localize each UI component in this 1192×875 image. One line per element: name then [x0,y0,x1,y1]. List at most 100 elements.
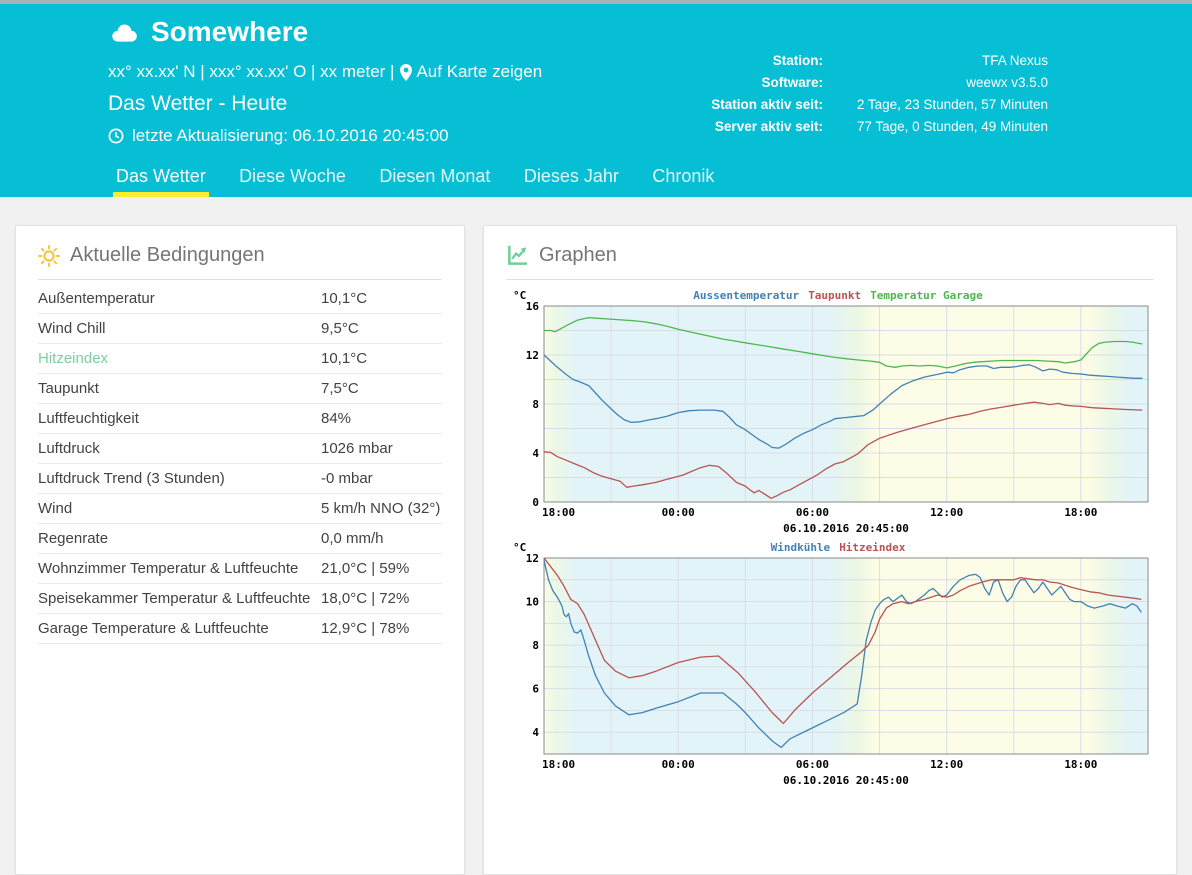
svg-text:6: 6 [532,683,539,696]
table-row: Wind 5 km/h NNO (32°) [38,494,442,524]
info-value: 77 Tage, 0 Stunden, 49 Minuten [856,119,1048,134]
svg-text:0: 0 [532,496,539,509]
row-value: 1026 mbar [321,440,393,457]
site-title-row: Somewhere [108,16,308,48]
row-label: Wind Chill [38,320,106,337]
svg-text:18:00: 18:00 [542,506,575,519]
svg-text:18:00: 18:00 [1064,758,1097,771]
svg-text:06.10.2016 20:45:00: 06.10.2016 20:45:00 [783,774,909,787]
svg-text:06:00: 06:00 [796,758,829,771]
row-label: Luftdruck Trend (3 Stunden) [38,470,225,487]
svg-text:10: 10 [526,596,539,609]
last-update-row: letzte Aktualisierung: 06.10.2016 20:45:… [108,126,449,146]
row-value: 5 km/h NNO (32°) [321,500,441,517]
current-conditions-header: Aktuelle Bedingungen [38,244,442,280]
clock-icon [108,128,124,144]
svg-text:06:00: 06:00 [796,506,829,519]
cloud-icon [108,20,140,44]
table-row: Luftdruck 1026 mbar [38,434,442,464]
svg-text:4: 4 [532,726,539,739]
top-strip [0,0,1192,4]
table-row: Garage Temperature & Luftfeuchte 12,9°C … [38,614,442,644]
tab-chronik[interactable]: Chronik [652,166,715,186]
site-title: Somewhere [151,16,309,47]
svg-text:12: 12 [526,552,539,565]
svg-text:00:00: 00:00 [662,758,695,771]
current-conditions-title: Aktuelle Bedingungen [70,244,265,266]
table-row: Außentemperatur 10,1°C [38,284,442,314]
svg-text:06.10.2016 20:45:00: 06.10.2016 20:45:00 [783,522,909,535]
info-value: TFA Nexus [981,53,1048,68]
row-value: 10,1°C [321,350,368,367]
site-header: Somewhere xx° xx.xx' N | xxx° xx.xx' O |… [0,4,1192,197]
line-chart-icon [506,244,529,267]
chart-windkuehle-hitzeindex: 4 6 8 10 12 18:00 00:00 06:00 12:00 18:00 06.10.20… [513,541,1149,787]
sun-icon [38,244,60,267]
row-label: Außentemperatur [38,290,155,307]
table-row: Taupunkt 7,5°C [38,374,442,404]
svg-text:8: 8 [532,639,539,652]
svg-text:00:00: 00:00 [662,506,695,519]
map-link[interactable]: Auf Karte zeigen [400,62,542,82]
svg-text:12:00: 12:00 [930,758,963,771]
info-label: Server aktiv seit: [714,119,823,134]
row-value: 9,5°C [321,320,359,337]
info-label: Software: [761,75,823,90]
row-value: 7,5°C [321,380,359,397]
svg-text:4: 4 [532,447,539,460]
svg-text:12:00: 12:00 [930,506,963,519]
info-label: Station: [772,53,823,68]
tab-das-wetter[interactable]: Das Wetter [113,166,209,197]
table-row: Hitzeindex 10,1°C [38,344,442,374]
map-link-label: Auf Karte zeigen [416,62,543,81]
graphs-card: Graphen 0 4 8 12 16 18:00 00:00 06:00 12:00 18:00… [483,225,1177,875]
graphs-title: Graphen [539,244,617,266]
chart-aussentemperatur-taupunkt-garage: 0 4 8 12 16 18:00 00:00 06:00 12:00 18:00 06.10.20… [513,289,1149,535]
info-value: weewx v3.5.0 [966,75,1048,90]
row-value: 0,0 mm/h [321,530,384,547]
info-value: 2 Tage, 23 Stunden, 57 Minuten [856,97,1048,112]
row-value: 10,1°C [321,290,368,307]
main-content: Aktuelle Bedingungen Außentemperatur 10,… [0,197,1192,875]
current-conditions-table: Außentemperatur 10,1°C Wind Chill 9,5°C … [38,284,442,644]
hitzeindex-link[interactable]: Hitzeindex [38,350,109,367]
station-info: Station: TFA Nexus Software: weewx v3.5.… [711,50,1048,138]
info-label: Station aktiv seit: [711,97,823,112]
svg-text:12: 12 [526,349,539,362]
table-row: Luftdruck Trend (3 Stunden) -0 mbar [38,464,442,494]
last-update-text: letzte Aktualisierung: 06.10.2016 20:45:… [132,126,449,145]
graphs-header: Graphen [506,244,1154,280]
svg-text:8: 8 [532,398,539,411]
table-row: Regenrate 0,0 mm/h [38,524,442,554]
table-row: Luftfeuchtigkeit 84% [38,404,442,434]
svg-text:16: 16 [526,300,540,313]
svg-text:°C: °C [513,541,526,554]
row-label: Wind [38,500,73,517]
svg-text:18:00: 18:00 [1064,506,1097,519]
row-label: Luftdruck [38,440,100,457]
tab-diese-woche[interactable]: Diese Woche [239,166,346,186]
coordinates-row: xx° xx.xx' N | xxx° xx.xx' O | xx meter … [108,62,542,82]
row-label: Luftfeuchtigkeit [38,410,139,427]
svg-text:18:00: 18:00 [542,758,575,771]
row-label: Garage Temperature & Luftfeuchte [38,620,269,637]
coordinates-text: xx° xx.xx' N | xxx° xx.xx' O | xx meter … [108,62,395,81]
tab-diesen-monat[interactable]: Diesen Monat [379,166,491,186]
table-row: Wohnzimmer Temperatur & Luftfeuchte 21,0… [38,554,442,584]
tab-dieses-jahr[interactable]: Dieses Jahr [523,166,619,186]
row-label: Taupunkt [38,380,99,397]
row-value: 18,0°C | 72% [321,590,410,607]
svg-text:°C: °C [513,289,526,302]
table-row: Speisekammer Temperatur & Luftfeuchte 18… [38,584,442,614]
row-label: Wohnzimmer Temperatur & Luftfeuchte [38,560,299,577]
row-value: 12,9°C | 78% [321,620,410,637]
row-value: -0 mbar [321,470,373,487]
table-row: Wind Chill 9,5°C [38,314,442,344]
row-label: Regenrate [38,530,109,547]
current-conditions-card: Aktuelle Bedingungen Außentemperatur 10,… [15,225,465,875]
main-nav: Das Wetter Diese Woche Diesen Monat Dies… [113,166,740,197]
row-label: Speisekammer Temperatur & Luftfeuchte [38,590,311,607]
map-marker-icon [400,63,413,81]
